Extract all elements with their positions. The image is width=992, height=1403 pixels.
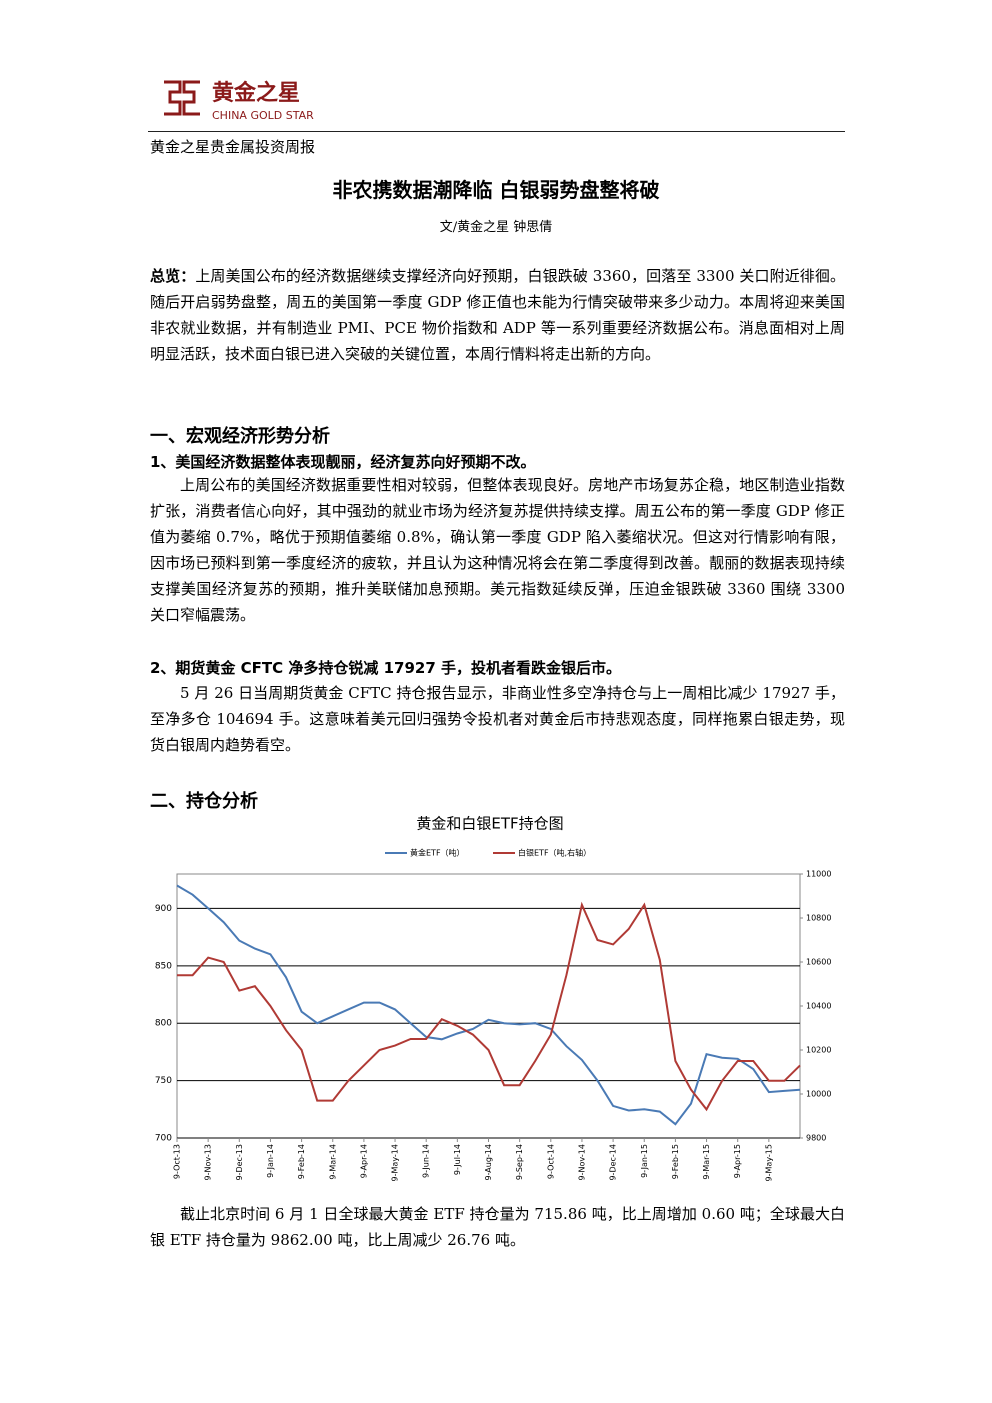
x-tick-label: 9-Nov-14 xyxy=(577,1144,586,1180)
x-tick-label: 9-Jun-14 xyxy=(422,1144,431,1178)
series-line xyxy=(177,901,801,1112)
x-tick-label: 9-Apr-15 xyxy=(733,1144,742,1178)
x-tick-label: 9-Jan-15 xyxy=(640,1144,649,1178)
x-tick-label: 9-May-15 xyxy=(764,1144,773,1181)
byline: 文/黄金之星 钟思倩 xyxy=(439,220,553,235)
y-tick-label: 850 xyxy=(155,961,172,971)
chart-title: 黄金和白银ETF持仓图 xyxy=(416,815,563,833)
y-tick-label: 700 xyxy=(155,1134,172,1144)
section-heading: 一、宏观经济形势分析 xyxy=(150,426,330,447)
doc-title: 非农携数据潮降临 白银弱势盘整将破 xyxy=(332,178,660,202)
logo-cn: 黄金之星 xyxy=(212,80,300,106)
section-heading: 二、持仓分析 xyxy=(150,791,258,812)
x-tick-label: 9-Aug-14 xyxy=(484,1144,493,1181)
paragraph: 上周公布的美国经济数据重要性相对较弱，但整体表现良好。房地产市场复苏企稳，地区制… xyxy=(150,472,845,628)
x-tick-label: 9-Sep-14 xyxy=(515,1144,524,1180)
x-tick-label: 9-Oct-13 xyxy=(173,1144,182,1179)
subsection-heading: 2、期货黄金 CFTC 净多持仓锐减 17927 手，投机者看跌金银后市。 xyxy=(150,659,622,677)
y2-tick-label: 10600 xyxy=(806,958,831,967)
subsection-heading: 1、美国经济数据整体表现靓丽，经济复苏向好预期不改。 xyxy=(150,453,536,471)
y-tick-label: 750 xyxy=(155,1076,172,1086)
x-tick-label: 9-Mar-15 xyxy=(702,1144,711,1180)
paragraph-text: 5 月 26 日当周期货黄金 CFTC 持仓报告显示，非商业性多空净持仓与上一周… xyxy=(150,684,845,754)
paragraph-text: 截止北京时间 6 月 1 日全球最大黄金 ETF 持仓量为 715.86 吨，比… xyxy=(150,1205,845,1249)
legend-label: 黄金ETF（吨） xyxy=(410,848,465,858)
x-tick-label: 9-Jan-14 xyxy=(266,1144,275,1178)
logo: 黄金之星 CHINA GOLD STAR xyxy=(164,80,314,122)
x-tick-label: 9-Feb-14 xyxy=(297,1144,306,1179)
y2-tick-label: 9800 xyxy=(806,1134,826,1143)
header-rule xyxy=(148,131,845,132)
logo-mark xyxy=(164,80,200,116)
x-tick-label: 9-Dec-14 xyxy=(609,1144,618,1181)
summary-text: 上周美国公布的经济数据继续支撑经济向好预期，白银跌破 3360，回落至 3300… xyxy=(150,267,845,363)
x-tick-label: 9-Dec-13 xyxy=(235,1144,244,1181)
summary: 总览：上周美国公布的经济数据继续支撑经济向好预期，白银跌破 3360，回落至 3… xyxy=(150,263,845,367)
x-tick-label: 9-Jul-14 xyxy=(453,1144,462,1175)
y2-tick-label: 10800 xyxy=(806,914,831,923)
x-tick-label: 9-Feb-15 xyxy=(671,1144,680,1179)
y-tick-label: 800 xyxy=(155,1019,172,1029)
y2-tick-label: 10200 xyxy=(806,1046,831,1055)
y-tick-label: 900 xyxy=(155,904,172,914)
x-tick-label: 9-Oct-14 xyxy=(546,1144,555,1179)
x-tick-label: 9-Mar-14 xyxy=(328,1144,337,1180)
paragraph: 截止北京时间 6 月 1 日全球最大黄金 ETF 持仓量为 715.86 吨，比… xyxy=(150,1201,845,1253)
paragraph-text: 上周公布的美国经济数据重要性相对较弱，但整体表现良好。房地产市场复苏企稳，地区制… xyxy=(150,476,845,624)
summary-label: 总览： xyxy=(150,267,196,285)
legend-label: 白银ETF（吨,右轴） xyxy=(518,848,591,858)
y2-tick-label: 10400 xyxy=(806,1002,831,1011)
y2-tick-label: 10000 xyxy=(806,1090,831,1099)
series-line xyxy=(176,884,801,1126)
report-name: 黄金之星贵金属投资周报 xyxy=(150,138,316,156)
paragraph: 5 月 26 日当周期货黄金 CFTC 持仓报告显示，非商业性多空净持仓与上一周… xyxy=(150,680,845,758)
x-tick-label: 9-May-14 xyxy=(391,1144,400,1181)
x-tick-label: 9-Apr-14 xyxy=(359,1144,368,1178)
logo-en: CHINA GOLD STAR xyxy=(212,109,314,122)
x-tick-label: 9-Nov-13 xyxy=(204,1144,213,1180)
y2-tick-label: 11000 xyxy=(806,870,831,879)
